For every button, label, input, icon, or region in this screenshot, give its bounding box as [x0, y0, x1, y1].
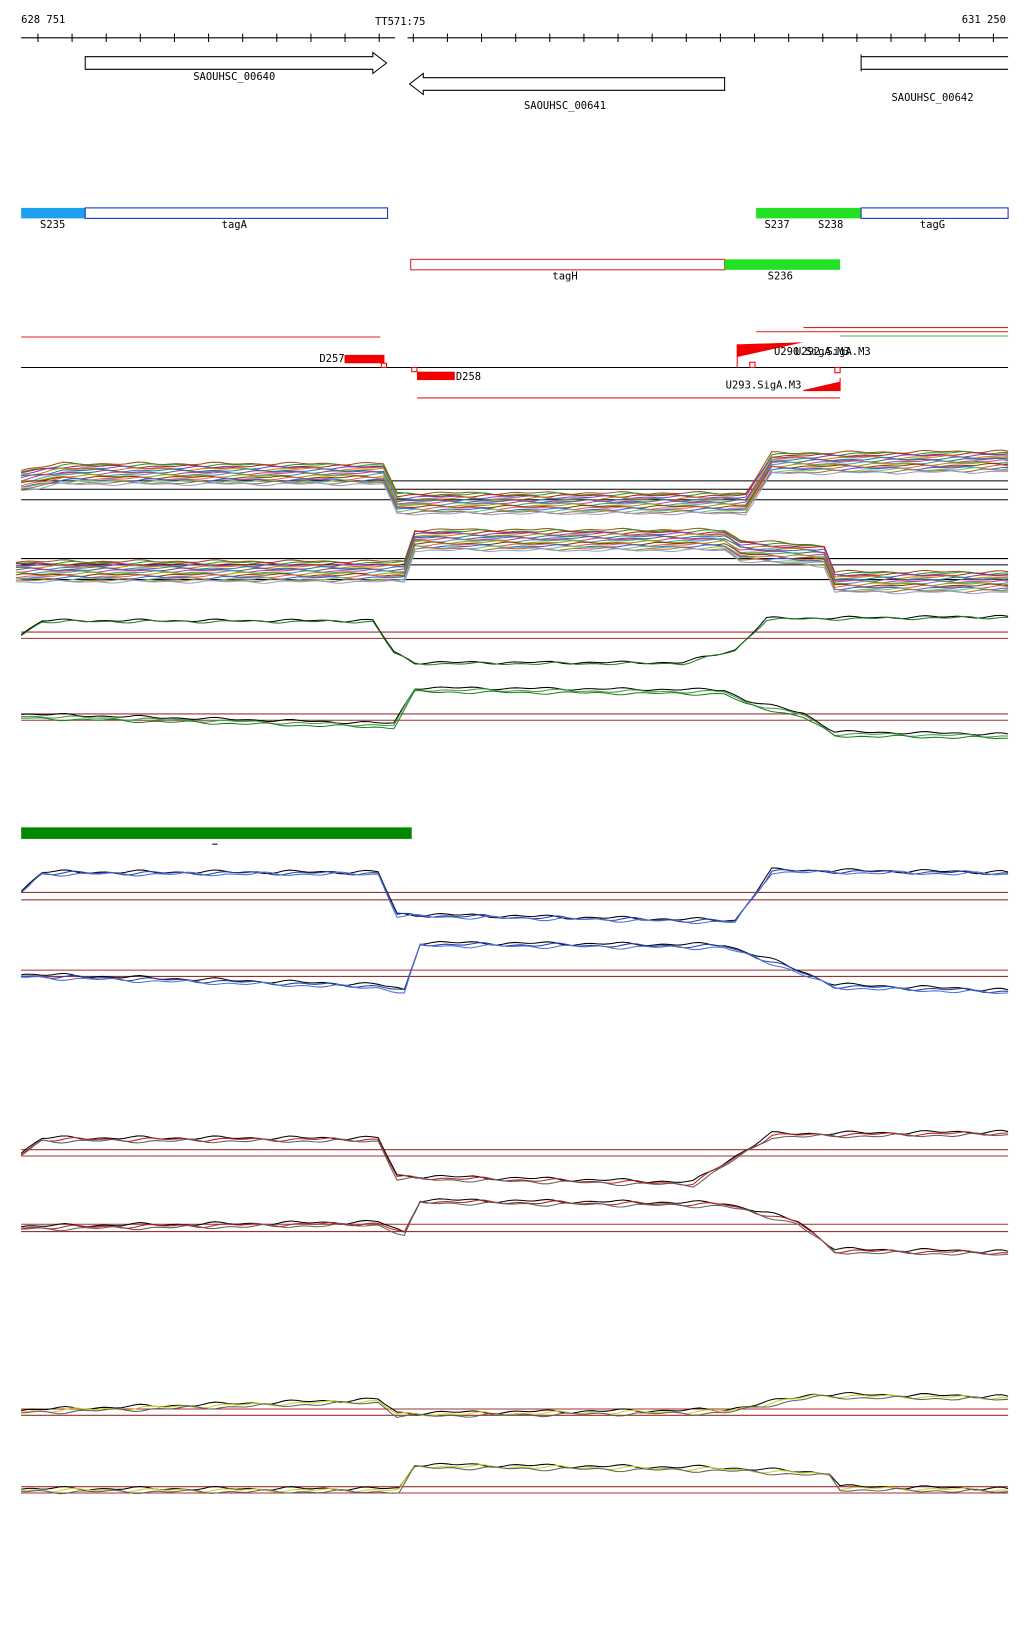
feature-label: D258 — [456, 371, 481, 383]
gene-arrow — [860, 54, 1009, 72]
signal-line — [20, 1132, 1009, 1188]
signal-line — [15, 544, 1009, 591]
signal-line — [21, 943, 1009, 994]
signal-line — [15, 547, 1009, 593]
segment — [860, 207, 1009, 219]
segment-label: S237 — [765, 219, 790, 231]
gene-label: SAOUHSC_00640 — [193, 71, 275, 83]
signal-line — [21, 457, 1009, 504]
signal-line — [21, 1200, 1009, 1256]
signal-line — [15, 541, 1009, 588]
gene-arrow — [84, 51, 388, 75]
signal-line — [15, 529, 1009, 576]
feature-label: U290.SigA.M3 — [774, 346, 850, 358]
feature-label: U293.SigA.M3 — [726, 379, 802, 391]
feature — [736, 344, 841, 392]
signal-line — [21, 470, 1009, 516]
signal-line — [21, 453, 1009, 500]
signal-line — [21, 686, 1009, 736]
gene-arrow — [408, 72, 726, 96]
segment-label: S236 — [768, 270, 793, 282]
signal-line — [21, 462, 1009, 509]
signal-line — [21, 450, 1009, 497]
gene-label: SAOUHSC_00642 — [891, 92, 973, 104]
signal-line — [21, 468, 1009, 515]
signal-line — [21, 1394, 1009, 1417]
feature — [416, 371, 455, 381]
segment — [84, 207, 389, 219]
signal-line — [21, 1465, 1009, 1495]
signal-line — [21, 940, 1009, 992]
signal-line — [21, 459, 1009, 505]
segment-label: tagH — [552, 270, 577, 282]
signal-line — [15, 542, 1009, 589]
segment-label: S235 — [40, 219, 65, 231]
signal-line — [21, 464, 1009, 511]
feature — [749, 361, 756, 369]
feature-label: U292.SigA.M3 — [795, 346, 871, 358]
feature — [380, 362, 388, 369]
signal-line — [21, 1392, 1009, 1416]
segment-label: tagA — [222, 219, 248, 231]
signal-line — [20, 869, 1009, 923]
signal-line — [21, 466, 1009, 512]
signal-line — [20, 869, 1009, 925]
signal-line — [15, 535, 1009, 583]
expression-tracks — [15, 449, 1009, 1495]
segment — [756, 207, 862, 219]
segment — [724, 259, 841, 270]
signal-line — [15, 530, 1009, 577]
signal-line — [21, 689, 1009, 740]
feature — [411, 366, 418, 373]
ruler-start: 628 751 — [21, 14, 65, 26]
signal-line — [20, 867, 1009, 922]
signal-line — [15, 548, 1009, 595]
signal-line — [15, 545, 1009, 592]
signal-line — [15, 537, 1009, 584]
signal-line — [21, 688, 1009, 738]
gene-label: SAOUHSC_00641 — [524, 100, 606, 112]
ruler-ticks — [37, 33, 994, 42]
feature — [344, 354, 385, 364]
feature — [737, 342, 804, 357]
feature-label: D257 — [319, 353, 344, 365]
signal-line — [20, 615, 1009, 666]
ruler-end: 631 250 — [962, 14, 1006, 26]
feature — [834, 366, 841, 374]
segment — [410, 258, 726, 271]
segment — [21, 207, 86, 219]
region-bar — [21, 827, 412, 839]
signal-line — [21, 942, 1009, 994]
signal-line — [20, 614, 1009, 665]
signal-line — [15, 531, 1009, 578]
ruler-center: TT571:75 — [375, 16, 426, 28]
signal-line — [21, 1394, 1009, 1418]
segment-label: tagG — [920, 219, 945, 231]
segment-label: S238 — [818, 219, 843, 231]
